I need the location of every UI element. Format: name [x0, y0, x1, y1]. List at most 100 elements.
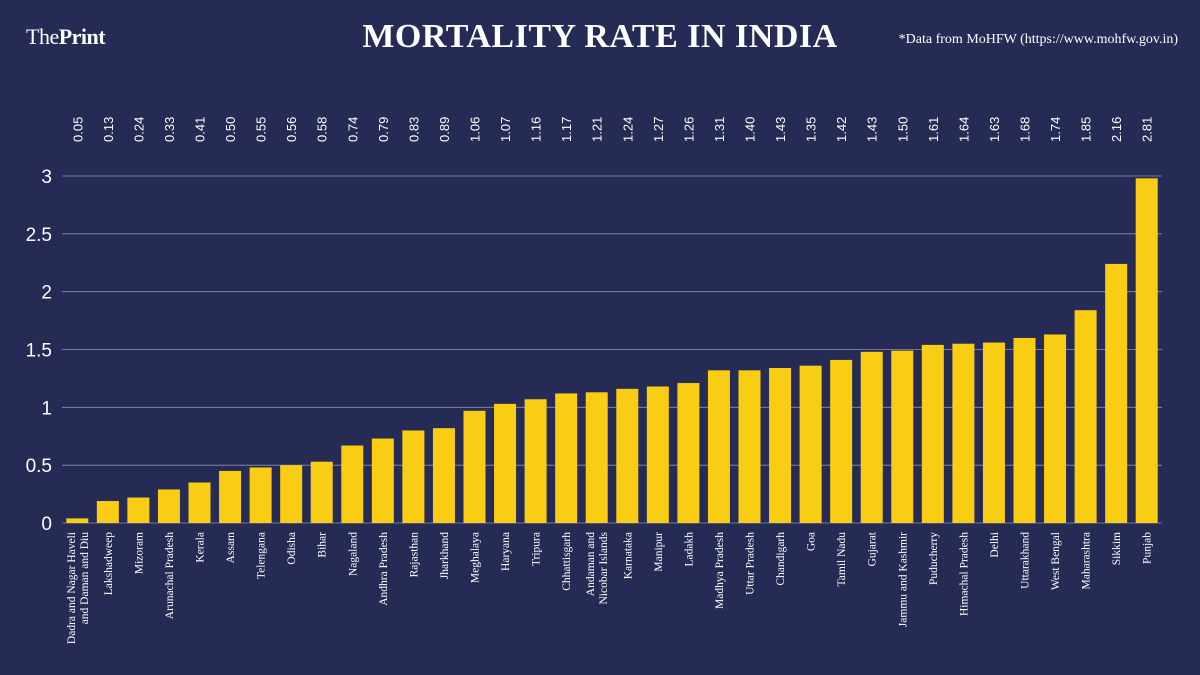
x-tick-label: Lakshadweep	[103, 532, 115, 595]
x-tick-label: Himachal Pradesh	[958, 532, 970, 616]
data-source-note: *Data from MoHFW (https://www.mohfw.gov.…	[898, 32, 1178, 47]
y-tick-label: 2.5	[26, 225, 52, 246]
bar	[96, 501, 119, 523]
bar-value-label: 1.64	[956, 117, 971, 142]
bar-value-label: 1.50	[895, 117, 910, 142]
chart-title: MORTALITY RATE IN INDIA	[362, 18, 838, 55]
bar	[830, 359, 853, 523]
bar	[738, 370, 761, 523]
y-tick-label: 1.5	[26, 341, 52, 362]
bar	[891, 350, 914, 523]
bar-value-label: 0.56	[284, 117, 299, 142]
bar	[860, 351, 883, 523]
x-tick-label: Tripura	[531, 532, 543, 566]
bar-value-label: 0.24	[131, 117, 146, 142]
bar-value-label: 2.16	[1109, 117, 1124, 142]
bar-value-label: 1.27	[651, 117, 666, 142]
x-tick-label: Uttarakhand	[1020, 532, 1032, 589]
bar	[249, 467, 272, 523]
bar-value-label: 1.43	[773, 117, 788, 142]
x-tick-label: Tamil Nadu	[836, 532, 848, 587]
x-tick-label: Mizoram	[133, 532, 145, 574]
x-tick-label: West Bengal	[1050, 532, 1062, 590]
bar	[1013, 337, 1036, 523]
bar-value-label: 1.68	[1018, 117, 1033, 142]
bar	[219, 470, 242, 523]
bar	[310, 461, 333, 523]
x-tick-label: Goa	[806, 532, 818, 551]
x-tick-label: Maharashtra	[1081, 532, 1093, 589]
x-tick-label: Puducherry	[928, 532, 940, 585]
bar-value-label: 1.17	[559, 117, 574, 142]
bar	[707, 370, 730, 523]
bar-value-label: 0.83	[406, 117, 421, 142]
bar	[555, 393, 578, 523]
bar	[799, 365, 822, 523]
bar-value-label: 0.58	[315, 117, 330, 142]
bar	[1135, 178, 1158, 523]
bar	[524, 399, 547, 523]
x-tick-label: Gujarat	[867, 531, 879, 566]
bar	[188, 482, 211, 523]
x-tick-label: Meghalaya	[470, 532, 482, 583]
bar	[157, 489, 180, 523]
x-tick-label: Assam	[225, 532, 237, 563]
x-tick-label: Punjab	[1142, 532, 1154, 564]
bar-value-label: 1.07	[498, 117, 513, 142]
bar	[952, 343, 975, 523]
bar-value-label: 1.06	[468, 117, 483, 142]
theprint-logo: ThePrint	[26, 24, 106, 50]
x-tick-label: Sikkim	[1111, 532, 1123, 565]
bar	[616, 388, 639, 523]
bar-value-label: 1.42	[834, 117, 849, 142]
bar	[463, 410, 486, 523]
x-tick-label: Dadra and Nagar Haveli	[66, 532, 78, 644]
x-tick-label: Haryana	[500, 532, 512, 571]
bar-value-label: 0.13	[101, 117, 116, 142]
y-tick-label: 3	[41, 167, 52, 188]
x-tick-label: Jharkhand	[439, 532, 451, 580]
bar-value-label: 1.35	[804, 117, 819, 142]
bar-value-label: 0.89	[437, 117, 452, 142]
x-tick-label: Arunachal Pradesh	[164, 532, 176, 619]
x-tick-label: and Daman and Diu	[79, 532, 91, 625]
bar-value-label: 1.43	[865, 117, 880, 142]
bar-value-label: 1.74	[1048, 117, 1063, 142]
bar	[921, 344, 944, 523]
bar-value-label: 1.31	[712, 117, 727, 142]
bar	[585, 392, 608, 523]
x-tick-label: Bihar	[317, 532, 329, 558]
x-tick-label: Madhya Pradesh	[714, 532, 726, 609]
bar	[769, 368, 792, 523]
x-tick-label: Nagaland	[347, 532, 359, 576]
bar	[982, 342, 1005, 523]
bar-value-label: 2.81	[1140, 117, 1155, 142]
bar-value-label: 1.63	[987, 117, 1002, 142]
x-tick-label: Chandigarh	[775, 532, 787, 586]
x-tick-label: Andhra Pradesh	[378, 532, 390, 606]
bar	[1074, 310, 1097, 523]
x-tick-label: Nicobar Islands	[598, 531, 610, 604]
bar-value-label: 1.61	[926, 117, 941, 142]
bar-value-label: 0.41	[193, 117, 208, 142]
bar-value-label: 0.05	[70, 117, 85, 142]
bar	[432, 428, 455, 523]
bar-value-label: 0.74	[345, 117, 360, 142]
x-tick-label: Delhi	[989, 532, 1001, 558]
x-tick-label: Uttar Pradesh	[745, 532, 757, 595]
bar-value-label: 1.40	[743, 117, 758, 142]
bar-value-label: 1.21	[590, 117, 605, 142]
bar	[646, 386, 669, 523]
bar-value-label: 1.16	[529, 117, 544, 142]
x-tick-label: Karnataka	[622, 532, 634, 579]
bar	[402, 430, 425, 523]
y-tick-label: 2	[41, 283, 52, 304]
bar	[494, 403, 517, 523]
bar-value-label: 0.50	[223, 117, 238, 142]
y-tick-label: 1	[41, 398, 52, 419]
logo-prefix: The	[26, 24, 59, 49]
x-tick-label: Ladakh	[683, 532, 695, 567]
bar	[127, 497, 150, 523]
bar-value-label: 1.85	[1079, 117, 1094, 142]
